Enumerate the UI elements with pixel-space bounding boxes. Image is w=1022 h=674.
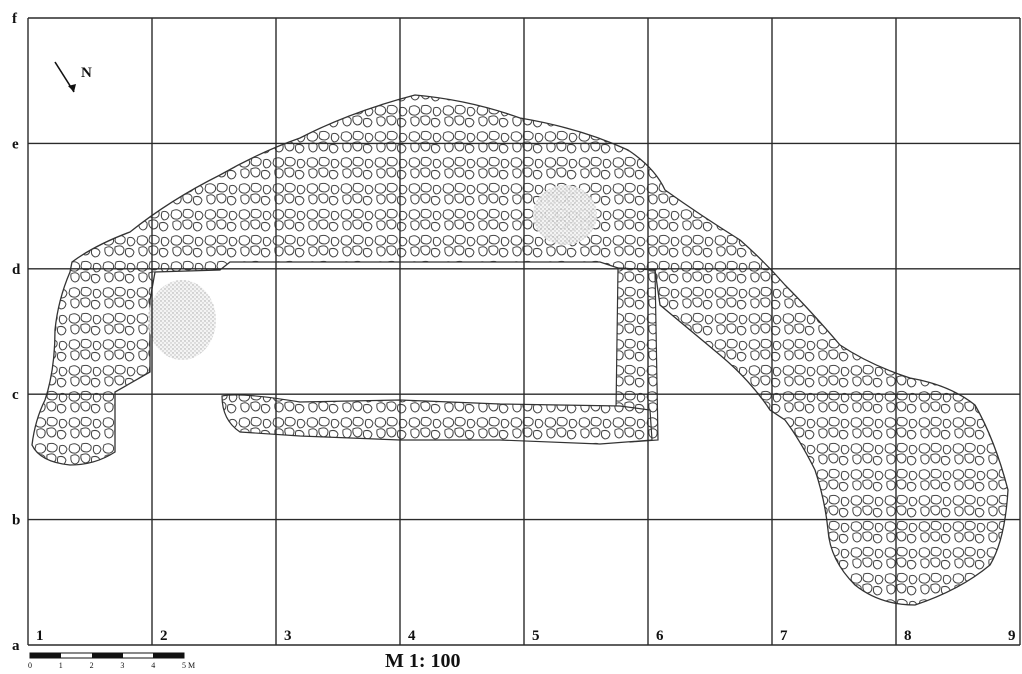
grid-lines [27,17,1021,646]
grid-column-label: 9 [1008,628,1016,644]
scale-tick-label: 1 [59,661,63,670]
hatched-feature-upper [533,185,597,245]
scale-tick-label: 0 [28,661,32,670]
grid-column-label: 1 [36,628,44,644]
scale-bar-segment [92,653,123,658]
north-label: N [81,65,92,81]
grid-row-label: e [12,136,19,152]
grid-column-label: 7 [780,628,788,644]
scale-tick-label: 5 M [182,661,195,670]
scale-bar-segment [30,653,61,658]
inner-lower-wall [221,394,653,445]
scale-tick-label: 3 [120,661,124,670]
grid-row-labels: a b c d e f [12,11,21,654]
scale-bar: 0 1 2 3 4 5 M [28,652,195,670]
grid-column-label: 8 [904,628,912,644]
grid-column-label: 3 [284,628,292,644]
grid-row-label: a [12,638,20,654]
scale-tick-label: 2 [90,661,94,670]
grid-row-label: d [12,262,21,278]
grid-column-label: 4 [408,628,416,644]
hatched-feature-left [148,280,216,360]
north-arrow: N [54,61,92,93]
stone-walls [31,94,1009,606]
scale-ratio: M 1: 100 [385,650,461,672]
scale-tick-labels: 0 1 2 3 4 5 M [28,661,195,670]
grid-row-label: c [12,387,19,403]
grid-row-label: b [12,513,20,529]
scale-bar-segment [153,653,184,658]
grid-column-label: 6 [656,628,664,644]
north-arrow-head-icon [68,84,76,92]
scale-tick-label: 4 [151,661,155,670]
grid-col-labels: 1 2 3 4 5 6 7 8 9 [36,628,1016,644]
grid-row-label: f [12,11,18,27]
grid-column-label: 5 [532,628,540,644]
grid-column-label: 2 [160,628,168,644]
